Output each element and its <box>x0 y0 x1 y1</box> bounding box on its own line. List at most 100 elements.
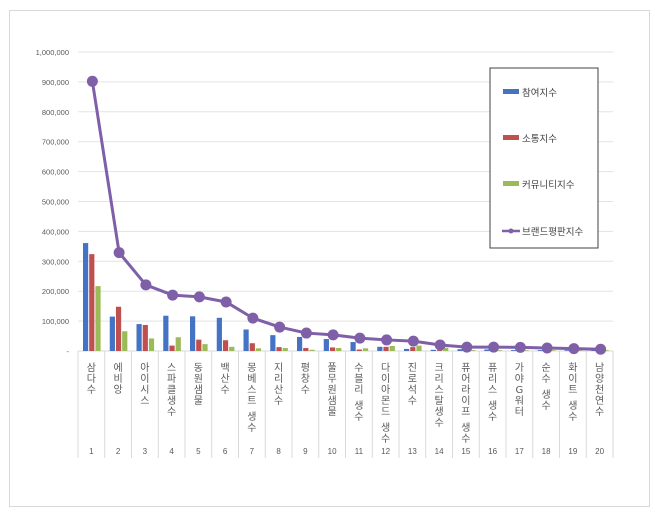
line-marker <box>113 247 125 259</box>
rank-label: 19 <box>568 447 577 456</box>
y-tick-label: 600,000 <box>42 168 69 177</box>
y-tick-label: 900,000 <box>42 78 69 87</box>
line-marker <box>86 75 98 87</box>
bar <box>323 339 329 351</box>
bar <box>377 346 383 351</box>
y-tick-label: 500,000 <box>42 198 69 207</box>
bar <box>309 349 315 351</box>
y-tick-label: 300,000 <box>42 257 69 266</box>
y-tick-label: - <box>67 347 70 356</box>
legend-swatch <box>503 181 519 186</box>
bar <box>523 350 529 351</box>
bar <box>410 347 416 351</box>
bar <box>83 243 89 351</box>
line-marker <box>167 289 179 301</box>
line-marker <box>327 329 339 341</box>
rank-label: 6 <box>223 447 228 456</box>
bar <box>243 329 249 351</box>
bar <box>404 348 410 351</box>
line-marker <box>541 342 553 354</box>
bar <box>175 337 181 351</box>
bar <box>169 345 175 351</box>
y-tick-label: 700,000 <box>42 138 69 147</box>
bar <box>469 350 476 351</box>
legend-label: 커뮤니티지수 <box>522 180 575 191</box>
bar <box>350 342 356 351</box>
bar <box>122 331 128 351</box>
bar <box>389 345 395 351</box>
rank-label: 20 <box>595 447 604 456</box>
line-marker <box>140 279 152 291</box>
rank-label: 2 <box>116 447 121 456</box>
bar <box>564 350 570 351</box>
rank-label: 1 <box>89 447 94 456</box>
bar <box>511 350 517 351</box>
rank-label: 8 <box>276 447 281 456</box>
bar <box>484 349 490 351</box>
bar <box>148 338 155 351</box>
y-axis: - 100,000 200,000 300,000 400,000 500,000 600,… <box>36 48 70 356</box>
bar <box>430 349 436 351</box>
x-axis: 삼 다 수 1 에 비 앙 2 아 이 시 스 3 스 파 클 생 수 4 동 원 샘 물 5 백 산 수 6 몽 베 스 트 생 수 7 지 리 산 수… <box>77 351 614 458</box>
line-marker <box>434 339 446 351</box>
line-marker <box>488 341 500 353</box>
bar <box>95 286 101 351</box>
bar <box>383 346 389 351</box>
bar <box>136 324 142 351</box>
line-marker <box>381 334 393 346</box>
bar <box>249 343 255 351</box>
line-marker <box>514 341 526 353</box>
line-marker <box>461 341 473 353</box>
line-marker <box>354 332 366 344</box>
bar <box>196 339 202 351</box>
rank-label: 14 <box>435 447 444 456</box>
legend-label: 소통지수 <box>522 134 557 145</box>
bar <box>591 350 597 351</box>
bar <box>142 324 148 351</box>
line-marker <box>568 343 580 355</box>
bar <box>362 348 369 351</box>
line-marker <box>300 327 312 339</box>
bar <box>109 316 115 351</box>
bar <box>537 350 543 351</box>
bar <box>550 350 556 351</box>
rank-label: 13 <box>408 447 417 456</box>
rank-label: 3 <box>143 447 148 456</box>
rank-label: 7 <box>250 447 255 456</box>
bar <box>356 349 362 351</box>
bar <box>603 350 609 351</box>
bar <box>336 348 342 351</box>
line-series <box>86 75 607 355</box>
rank-label: 4 <box>169 447 174 456</box>
y-tick-label: 1,000,000 <box>36 48 69 57</box>
legend-label: 브랜드평판지수 <box>522 227 583 238</box>
bar-series <box>83 243 609 351</box>
bar <box>297 336 303 351</box>
line-marker <box>595 343 607 355</box>
rank-label: 11 <box>355 447 364 456</box>
rank-label: 18 <box>542 447 551 456</box>
legend-swatch <box>503 89 519 94</box>
bar <box>416 345 422 351</box>
bar <box>329 347 336 351</box>
bar <box>255 348 262 351</box>
line-marker <box>407 335 419 347</box>
bar <box>190 316 196 351</box>
bar <box>229 346 235 351</box>
line-marker <box>274 321 286 333</box>
